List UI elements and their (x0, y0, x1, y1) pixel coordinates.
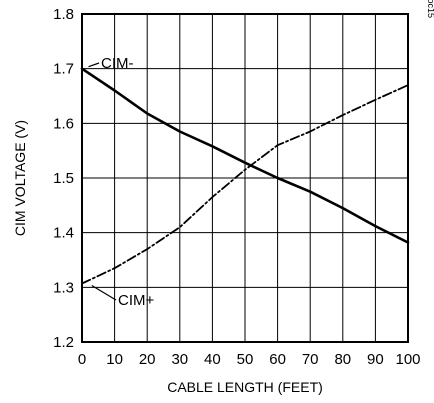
x-tick-label: 80 (334, 351, 351, 368)
plot-frame (81, 13, 409, 343)
x-tick-label: 60 (269, 351, 286, 368)
leader-cim-plus (91, 284, 117, 301)
y-tick-label: 1.6 (53, 115, 74, 132)
x-axis: 0 10 20 30 40 50 60 70 80 90 100 (78, 351, 421, 368)
series-label-cim-minus: CIM- (101, 55, 134, 72)
series-labels: CIM- CIM+ (88, 55, 154, 309)
x-tick-label: 10 (106, 351, 123, 368)
x-tick-label: 90 (367, 351, 384, 368)
x-tick-label: 50 (237, 351, 254, 368)
x-tick-label: 70 (302, 351, 319, 368)
x-tick-label: 20 (139, 351, 156, 368)
y-axis: 1.2 1.3 1.4 1.5 1.6 1.7 1.8 (53, 6, 74, 351)
x-tick-label: 100 (395, 351, 420, 368)
series-label-cim-plus: CIM+ (118, 292, 154, 309)
x-tick-label: 40 (204, 351, 221, 368)
series-line-cim-minus (80, 67, 410, 244)
y-tick-label: 1.2 (53, 334, 74, 351)
x-tick-label: 30 (171, 351, 188, 368)
x-axis-title: CABLE LENGTH (FEET) (167, 379, 323, 395)
figure-id: MAX3800 toc15 (426, 0, 434, 18)
series-line-cim-plus (81, 84, 409, 285)
y-tick-label: 1.7 (53, 61, 74, 78)
leader-cim-minus (88, 62, 100, 68)
y-tick-label: 1.8 (53, 6, 74, 23)
x-tick-label: 0 (78, 351, 86, 368)
y-tick-label: 1.3 (53, 279, 74, 296)
series-group (80, 67, 410, 285)
y-axis-title: CIM VOLTAGE (V) (12, 120, 28, 236)
y-tick-label: 1.5 (53, 170, 74, 187)
y-tick-label: 1.4 (53, 225, 74, 242)
